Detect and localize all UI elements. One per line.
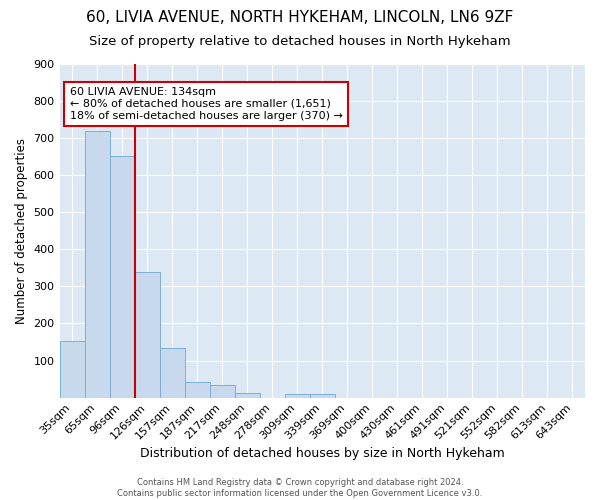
Bar: [85, 132, 110, 398]
Bar: [310, 394, 335, 398]
Bar: [185, 382, 209, 398]
Text: 60, LIVIA AVENUE, NORTH HYKEHAM, LINCOLN, LN6 9ZF: 60, LIVIA AVENUE, NORTH HYKEHAM, LINCOLN…: [86, 10, 514, 25]
Bar: [285, 394, 310, 398]
X-axis label: Distribution of detached houses by size in North Hykeham: Distribution of detached houses by size …: [140, 447, 505, 460]
Y-axis label: Number of detached properties: Number of detached properties: [15, 138, 28, 324]
Text: Size of property relative to detached houses in North Hykeham: Size of property relative to detached ho…: [89, 35, 511, 48]
Bar: [160, 348, 185, 398]
Text: 60 LIVIA AVENUE: 134sqm
← 80% of detached houses are smaller (1,651)
18% of semi: 60 LIVIA AVENUE: 134sqm ← 80% of detache…: [70, 88, 343, 120]
Bar: [235, 393, 260, 398]
Text: Contains HM Land Registry data © Crown copyright and database right 2024.
Contai: Contains HM Land Registry data © Crown c…: [118, 478, 482, 498]
Bar: [209, 386, 235, 398]
Bar: [110, 156, 134, 398]
Bar: [59, 342, 85, 398]
Bar: [134, 272, 160, 398]
